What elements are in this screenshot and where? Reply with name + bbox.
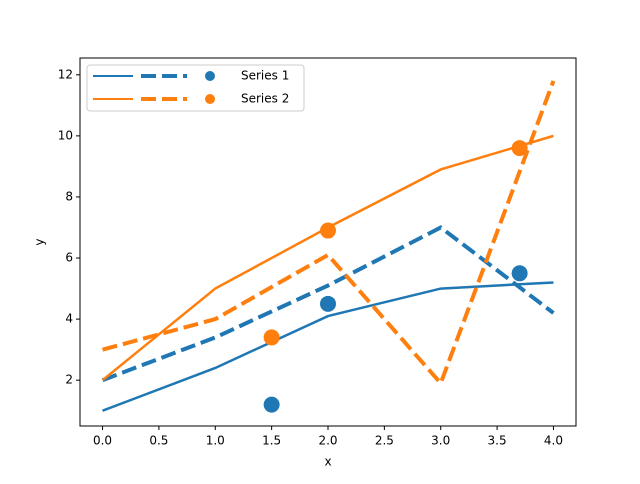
line	[102, 281, 554, 412]
y-tick-label: 2	[65, 373, 73, 387]
x-tick-label: 2.0	[318, 434, 337, 448]
legend-label: Series 1	[241, 69, 289, 83]
x-tick-label: 1.0	[206, 434, 225, 448]
legend-label: Series 2	[241, 92, 289, 106]
x-tick-label: 4.0	[544, 434, 563, 448]
dashed-line	[101, 225, 555, 383]
scatter-point	[263, 396, 280, 413]
scatter-point	[511, 140, 528, 157]
scatter-point	[320, 222, 336, 239]
y-tick-label: 8	[65, 189, 73, 203]
x-tick-label: 0.0	[93, 434, 112, 448]
x-tick-label: 2.5	[375, 434, 394, 448]
y-tick-label: 10	[58, 128, 73, 142]
y-axis-label: y	[33, 238, 47, 245]
y-tick-label: 12	[58, 67, 73, 81]
x-tick-label: 3.5	[488, 434, 507, 448]
dashed-line	[102, 80, 556, 388]
legend-marker	[205, 71, 215, 81]
x-tick-label: 0.5	[149, 434, 168, 448]
legend: Series 1 Series 2	[86, 64, 305, 112]
x-tick-label: 1.5	[262, 434, 281, 448]
axes-frame	[79, 57, 577, 427]
x-axis-label: x	[324, 455, 331, 469]
x-tick-label: 3.0	[431, 434, 450, 448]
y-tick-label: 6	[65, 251, 73, 265]
legend-marker	[205, 94, 215, 104]
scatter-point	[320, 295, 336, 312]
scatter-point	[511, 265, 528, 282]
y-tick-label: 4	[65, 312, 73, 326]
scatter-point	[263, 329, 280, 346]
